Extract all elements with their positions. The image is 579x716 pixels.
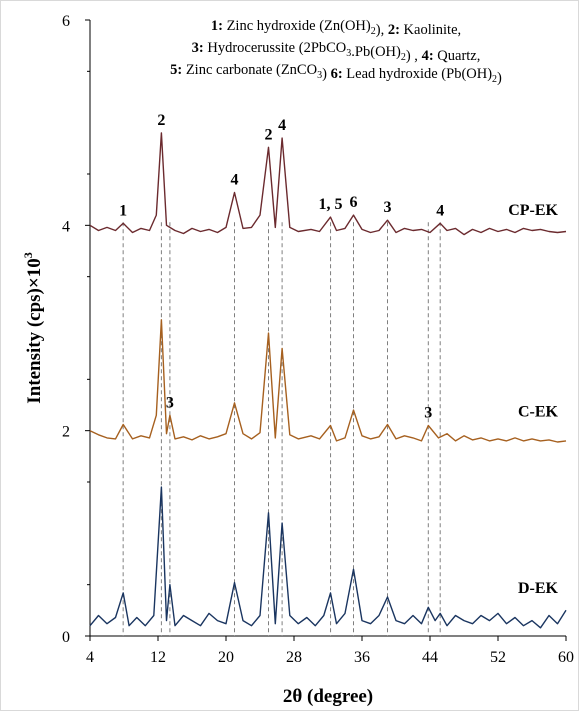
legend-subscript: 2 <box>371 26 376 37</box>
x-tick-label: 12 <box>150 649 166 666</box>
reference-lines-layer <box>122 222 441 636</box>
legend-subscript: 2 <box>492 74 497 85</box>
y-tick-label: 0 <box>62 629 70 646</box>
legend-key: 5: <box>170 62 182 78</box>
x-tick-label: 60 <box>558 649 574 666</box>
peak-label: 1 <box>119 202 127 219</box>
legend-text: Kaolinite, <box>400 22 461 38</box>
legend-text: Zinc hydroxide (Zn(OH) <box>223 18 371 34</box>
legend-text: Quartz, <box>434 48 481 64</box>
peak-label: 6 <box>350 194 358 211</box>
legend-key: 6: <box>331 66 343 82</box>
x-tick-label: 36 <box>354 649 370 666</box>
series-label: C-EK <box>518 403 559 420</box>
legend-key: 1: <box>211 18 223 34</box>
peak-label: 3 <box>384 199 392 216</box>
legend-text: Zinc carbonate (ZnCO <box>182 62 317 78</box>
x-tick-label: 4 <box>86 649 94 666</box>
peak-label: 1, 5 <box>319 196 343 213</box>
x-tick-label: 28 <box>286 649 302 666</box>
series-line-d-ek <box>89 486 567 629</box>
y-axis-label: Intensity (cps)×103 <box>21 252 45 403</box>
legend-text: ) <box>497 70 502 86</box>
legend-key: 3: <box>192 40 204 56</box>
y-axis-label-superscript: 3 <box>21 252 35 258</box>
legend-text: Hydrocerussite (2PbCO <box>204 40 347 56</box>
y-tick-label: 6 <box>62 13 70 30</box>
x-tick-label: 20 <box>218 649 234 666</box>
legend-text: ), <box>376 22 388 38</box>
legend-text: Lead hydroxide (Pb(OH) <box>343 66 493 82</box>
series-line-c-ek <box>89 319 567 443</box>
peak-label: 2 <box>157 112 165 129</box>
series-line-cp-ek <box>89 132 567 236</box>
x-axis-label: 2θ (degree) <box>283 686 373 707</box>
peak-label: 3 <box>166 394 174 411</box>
legend-subscript: 3 <box>317 70 322 81</box>
legend-subscript: 3 <box>346 48 351 59</box>
y-tick-label: 2 <box>62 424 70 441</box>
legend-key: 2: <box>388 22 400 38</box>
peak-label: 3 <box>424 405 432 422</box>
legend-text: .Pb(OH) <box>351 44 401 60</box>
legend-text: ) , <box>406 48 422 64</box>
peak-label: 2 <box>265 126 273 143</box>
x-tick-label: 44 <box>422 649 438 666</box>
series-label: D-EK <box>518 580 559 597</box>
series-label: CP-EK <box>508 202 558 219</box>
x-tick-label: 52 <box>490 649 506 666</box>
legend-text: ) <box>322 66 330 82</box>
y-axis-label-text: Intensity (cps)×10 <box>24 258 45 403</box>
peak-label: 4 <box>278 117 286 134</box>
series-layer <box>89 132 567 629</box>
peak-label: 4 <box>436 202 444 219</box>
legend-subscript: 2 <box>401 52 406 63</box>
legend-key: 4: <box>422 48 434 64</box>
phase-legend: 1: Zinc hydroxide (Zn(OH)2), 2: Kaolinit… <box>170 18 502 86</box>
y-tick-label: 4 <box>62 218 70 235</box>
peak-label: 4 <box>231 171 239 188</box>
